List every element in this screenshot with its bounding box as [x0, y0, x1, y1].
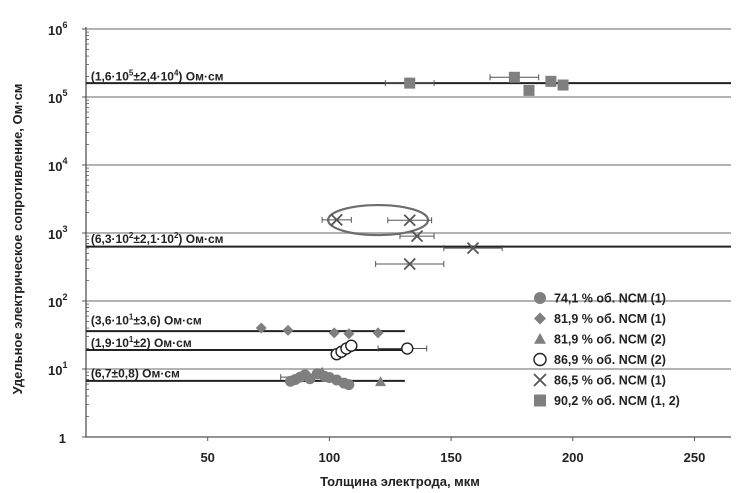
y-tick-label: 102 [48, 292, 67, 310]
data-point-diamond [372, 327, 384, 339]
x-tick-label: 200 [562, 450, 584, 465]
legend-label: 81,9 % об. NCM (1) [554, 312, 666, 326]
legend-marker-circle-open [533, 352, 547, 367]
legend-label: 86,9 % об. NCM (2) [554, 353, 666, 367]
data-point-triangle [375, 376, 387, 387]
legend: 74,1 % об. NCM (1) 81,9 % об. NCM (1) 81,9… [533, 292, 680, 408]
data-point-circle-filled [343, 379, 355, 391]
axes-layer: 1 101 102 103 104 105 106 50 100 150 200 250 [48, 20, 731, 465]
data-point-square [523, 84, 535, 96]
y-axis-title: Удельное электрическое сопротивление, Ом… [10, 84, 25, 395]
fit-label: (6,3·102±2,1·102) Ом·см [91, 231, 224, 246]
x-tick-label: 150 [440, 450, 462, 465]
legend-marker-cross [533, 373, 547, 387]
data-point-cross [410, 229, 424, 243]
fit-label: (3,6·101±3,6) Ом·см [91, 312, 202, 327]
x-tick-label: 250 [684, 450, 706, 465]
legend-marker-triangle [534, 333, 546, 344]
legend-label: 81,9 % об. NCM (2) [554, 333, 666, 347]
y-tick-label: 1 [59, 431, 66, 446]
data-point-diamond [282, 324, 294, 336]
x-tick-label: 100 [319, 450, 341, 465]
data-point-circle-open [345, 339, 358, 352]
data-point-diamond [328, 327, 340, 339]
data-point-diamond [343, 328, 355, 340]
x-axis-title: Толщина электрода, мкм [320, 474, 480, 489]
fit-label: (1,9·101±2) Ом·см [91, 335, 192, 350]
data-point-cross [403, 214, 416, 227]
data-point-cross [330, 213, 343, 227]
data-point-square [557, 79, 569, 91]
legend-label: 74,1 % об. NCM (1) [554, 292, 666, 306]
data-points-layer [255, 71, 569, 391]
data-point-square [508, 71, 520, 83]
y-tick-label: 105 [48, 88, 67, 106]
y-tick-label: 106 [48, 20, 67, 38]
fit-label: (6,7±0,8) Ом·см [91, 366, 180, 380]
data-point-diamond [255, 322, 267, 334]
legend-marker-circle-filled [534, 292, 546, 304]
data-point-cross [403, 257, 416, 271]
legend-label: 86,5 % об. NCM (1) [554, 374, 666, 388]
y-tick-label: 104 [48, 156, 67, 174]
y-tick-label: 101 [48, 360, 67, 378]
data-point-cross [466, 241, 480, 255]
data-point-triangle [316, 366, 328, 377]
legend-marker-square [534, 394, 546, 407]
y-tick-label: 103 [48, 224, 67, 242]
data-point-circle-open [401, 342, 414, 355]
legend-marker-diamond [534, 312, 546, 325]
data-point-square [404, 77, 416, 89]
legend-label: 90,2 % об. NCM (1, 2) [554, 394, 680, 408]
data-point-square [545, 75, 557, 87]
x-tick-label: 50 [200, 450, 214, 465]
fit-label: (1,6·105±2,4·104) Ом·см [91, 69, 224, 84]
